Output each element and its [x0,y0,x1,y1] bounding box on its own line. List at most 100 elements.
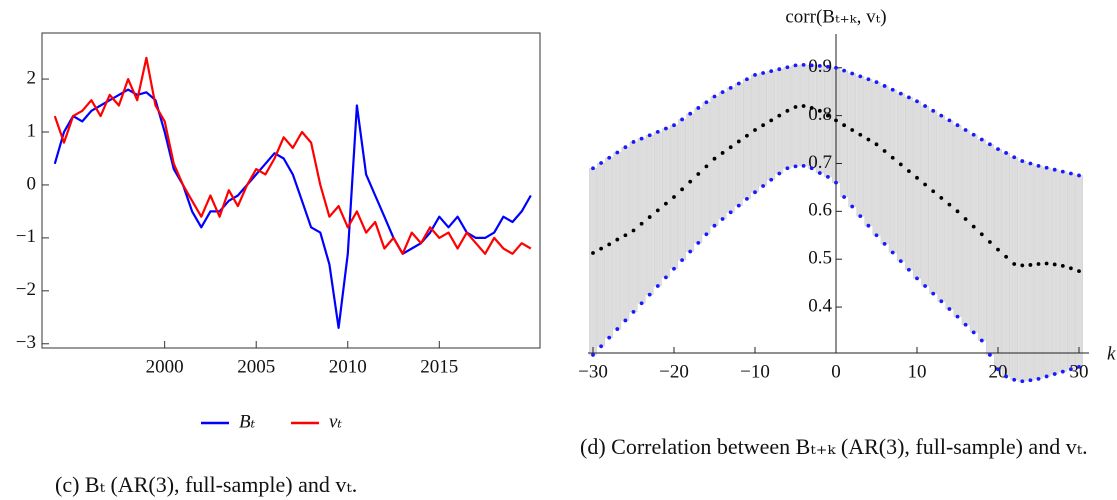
interval-point [801,163,806,168]
x-tick-label: 2010 [329,356,367,377]
interval-point [769,69,774,74]
interval-point [736,81,741,86]
interval-point [882,84,887,88]
point [769,118,774,123]
interval-bar [1010,157,1019,381]
interval-point [979,137,984,142]
interval-point [647,133,652,138]
interval-point [639,136,644,141]
interval-point [745,196,749,201]
interval-point [979,338,984,343]
interval-bar [864,78,873,226]
interval-point [591,166,595,171]
point [907,169,911,174]
point [890,155,895,160]
interval-bar [734,83,743,206]
interval-point [988,353,992,357]
interval-point [939,113,944,118]
interval-point [761,184,765,188]
point [591,251,595,255]
interval-bar [1034,165,1043,380]
point [931,189,936,194]
point [599,246,603,251]
interval-point [696,106,701,110]
interval-point [809,166,814,171]
y-tick-label: 1 [27,120,37,141]
interval-bar [872,81,881,236]
interval-point [631,309,636,314]
interval-bar [961,129,970,326]
x-tick-label: 10 [908,361,927,382]
interval-point [615,150,620,155]
interval-bar [977,139,986,341]
interval-point [898,259,903,264]
point [753,128,757,132]
y-tick-label: 0.5 [808,248,832,269]
interval-bar [597,162,605,347]
interval-point [704,100,709,105]
point [939,196,944,200]
interval-point [785,65,790,70]
point [688,179,693,184]
point [623,233,628,238]
point [696,172,701,176]
y-tick-label: −1 [16,226,36,247]
y-tick-label: 2 [27,67,37,88]
point [615,237,620,242]
interval-point [931,108,936,113]
point [988,240,992,244]
interval-point [639,301,644,306]
interval-point [1004,151,1008,155]
interval-point [777,171,782,176]
interval-bar [767,70,776,180]
point [777,113,782,118]
interval-point [801,62,806,67]
interval-point [963,128,968,132]
y-tick-label: −2 [16,279,36,300]
interval-bar [994,148,1002,370]
point [664,201,668,206]
point [923,182,927,187]
interval-point [850,204,855,209]
y-tick-label: 0.6 [808,200,832,221]
interval-point [963,322,968,327]
interval-point [817,63,822,68]
interval-point [1004,374,1008,379]
interval-bar [1050,169,1059,375]
interval-point [623,145,628,150]
interval-point [728,210,733,215]
interval-point [664,126,668,131]
interval-point [955,314,960,319]
point [680,187,684,192]
interval-bar [791,65,800,167]
point [882,149,887,153]
interval-point [817,171,822,175]
point [826,113,830,118]
point [1069,266,1073,271]
point [850,128,855,132]
point [963,217,968,221]
interval-point [939,299,944,304]
x-tick-label: 0 [831,361,841,382]
interval-point [996,367,1000,372]
interval-point [712,223,717,228]
point [1004,254,1008,259]
interval-point [1052,167,1057,172]
interval-point [761,71,765,75]
x-axis-label: k [1107,343,1116,364]
point [639,221,644,226]
interval-point [688,111,693,116]
interval-point [753,73,757,77]
interval-bar [848,73,857,207]
interval-bar [856,76,865,217]
point [971,224,976,229]
point [704,164,709,169]
interval-point [842,68,846,73]
interval-bar [759,72,767,187]
interval-bar [880,85,889,245]
interval-point [858,74,863,79]
interval-point [866,77,871,82]
interval-point [1044,165,1049,170]
interval-point [680,258,684,263]
interval-bar [1026,163,1035,381]
